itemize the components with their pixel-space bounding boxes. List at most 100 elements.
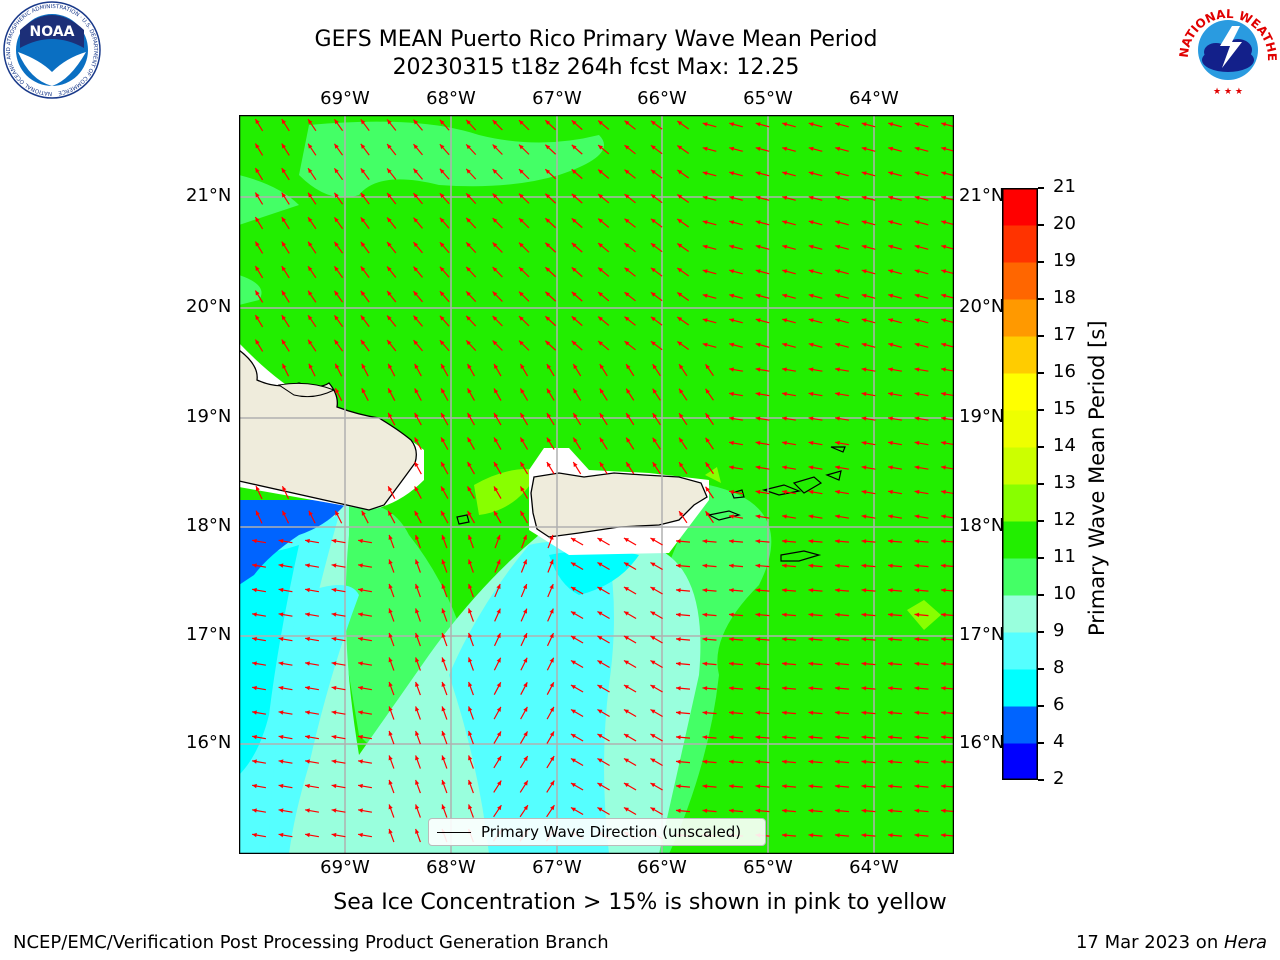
wave-arrow-head xyxy=(888,759,893,764)
wave-arrow-head xyxy=(650,562,656,567)
wave-arrow-head xyxy=(650,734,656,739)
wave-arrow-head xyxy=(573,413,578,419)
wave-arrow-head xyxy=(782,122,788,127)
colorbar-tick-mark xyxy=(1038,372,1044,374)
wave-arrow-head xyxy=(782,563,787,568)
wave-arrow-head xyxy=(782,637,787,642)
colorbar-tick-mark xyxy=(1038,668,1044,670)
wave-arrow-head xyxy=(729,244,735,249)
wave-arrow-head xyxy=(914,514,920,519)
wave-arrow-head xyxy=(861,220,867,225)
wave-arrow-head xyxy=(729,293,735,298)
wave-arrow-head xyxy=(626,413,631,419)
wave-arrow-head xyxy=(308,119,313,125)
wave-arrow-head xyxy=(599,437,605,443)
wave-arrow-head xyxy=(729,686,734,691)
wave-arrow-head xyxy=(413,340,419,345)
wave-arrow-head xyxy=(914,146,920,151)
lon-label-bottom: 67°W xyxy=(532,857,582,878)
wave-arrow-head xyxy=(782,661,787,666)
wave-arrow-head xyxy=(782,759,787,764)
wave-arrow-head xyxy=(861,465,867,470)
wave-arrow-head xyxy=(677,169,683,175)
colorbar-tick-label: 18 xyxy=(1053,287,1076,308)
wave-arrow-head xyxy=(676,784,681,789)
wave-arrow-head xyxy=(650,758,656,763)
wave-arrow-head xyxy=(518,120,524,125)
wave-arrow-head xyxy=(305,612,310,617)
wave-arrow-head xyxy=(334,339,339,345)
colorbar-tick-mark xyxy=(1038,631,1044,633)
wave-arrow-head xyxy=(334,192,339,198)
land-st-croix xyxy=(780,550,822,562)
wave-arrow-head xyxy=(597,587,603,592)
land-culebra xyxy=(731,489,745,499)
wave-arrow-head xyxy=(549,731,555,737)
wave-arrow-head xyxy=(387,217,392,223)
wave-arrow-head xyxy=(677,194,683,199)
wave-arrow-head xyxy=(705,364,710,370)
wave-arrow-head xyxy=(941,661,946,666)
wave-arrow-head xyxy=(518,242,524,248)
wave-arrow-head xyxy=(570,562,576,567)
wave-arrow-head xyxy=(413,266,419,272)
svg-text:★ ★ ★: ★ ★ ★ xyxy=(1213,87,1243,97)
wave-arrow-head xyxy=(914,686,920,691)
wave-arrow-head xyxy=(331,808,337,813)
wave-arrow-head xyxy=(835,342,841,347)
wave-arrow-head xyxy=(755,539,761,544)
wave-arrow-head xyxy=(808,588,814,593)
wave-arrow-head xyxy=(888,784,893,789)
wave-arrow-head xyxy=(782,588,787,593)
map-title: GEFS MEAN Puerto Rico Primary Wave Mean … xyxy=(314,27,878,52)
wave-arrow-head xyxy=(549,633,554,639)
wave-arrow-head xyxy=(755,293,761,298)
wave-arrow-head xyxy=(729,465,734,470)
wave-arrow-head xyxy=(914,293,920,298)
wave-arrow-head xyxy=(388,486,393,492)
wave-arrow-head xyxy=(255,192,260,198)
wave-arrow-head xyxy=(835,171,841,176)
wave-arrow-head xyxy=(729,661,734,666)
wave-arrow-head xyxy=(571,267,577,272)
wave-arrow-head xyxy=(702,588,708,593)
land-anegada xyxy=(830,446,846,453)
wave-arrow-head xyxy=(835,440,840,446)
wave-arrow-head xyxy=(388,706,393,712)
wave-arrow-head xyxy=(523,633,528,639)
wave-arrow-head xyxy=(888,220,894,225)
wave-arrow-head xyxy=(388,412,393,418)
wave-arrow-head xyxy=(729,514,734,519)
wave-arrow-head xyxy=(467,510,472,516)
wave-arrow-head xyxy=(888,808,893,813)
colorbar-tick-mark xyxy=(1038,261,1044,263)
wave-arrow-head xyxy=(305,783,310,789)
wave-arrow-head xyxy=(941,269,947,274)
wave-arrow-head xyxy=(571,316,577,321)
wave-arrow-head xyxy=(702,686,708,691)
wave-arrow-head xyxy=(914,489,920,495)
colorbar-segment xyxy=(1002,669,1038,707)
wave-arrow-head xyxy=(599,388,605,394)
wave-arrow-head xyxy=(782,784,787,789)
wave-arrow-head xyxy=(941,612,946,617)
wave-arrow-head xyxy=(623,783,629,788)
wave-arrow-head xyxy=(360,143,366,149)
wave-arrow-head xyxy=(914,637,920,642)
wave-arrow-head xyxy=(571,169,577,174)
wave-arrow-head xyxy=(677,218,683,224)
wave-arrow-head xyxy=(702,293,708,298)
wave-arrow-head xyxy=(782,269,788,274)
lat-label-left: 19°N xyxy=(186,406,232,427)
wave-arrow-head xyxy=(415,755,420,761)
wave-arrow-head xyxy=(441,437,446,443)
wave-arrow-head xyxy=(599,462,605,468)
wave-arrow-head xyxy=(252,734,257,740)
wave-arrow-head xyxy=(677,292,683,297)
wave-arrow-head xyxy=(941,833,946,838)
wave-arrow-head xyxy=(941,220,947,225)
colorbar-tick-label: 20 xyxy=(1053,213,1076,234)
wave-arrow-head xyxy=(493,363,499,369)
lon-label-bottom: 66°W xyxy=(637,857,687,878)
wave-arrow-head xyxy=(308,363,313,369)
